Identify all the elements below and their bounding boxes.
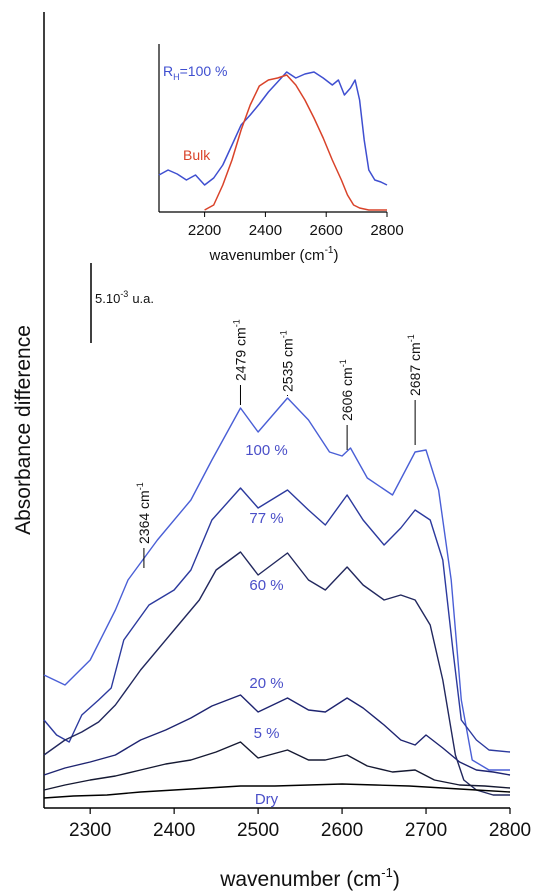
series-label: 60 %: [249, 577, 283, 594]
series-line: [43, 551, 510, 796]
x-axis-label-text: wavenumber (cm: [219, 868, 381, 891]
x-axis-label-tail: ): [393, 868, 400, 891]
series-line: [43, 741, 511, 791]
peak-label-text: 2535 cm: [279, 338, 295, 392]
peak-label-text: 2606 cm: [339, 367, 355, 421]
inset-series-line: [204, 74, 387, 211]
inset-x-axis-label-text: wavenumber (cm: [209, 247, 325, 264]
series-line: [43, 783, 511, 799]
x-tick-label: 2800: [489, 820, 531, 841]
x-tick-label: 2600: [321, 820, 363, 841]
series-label: 100 %: [245, 442, 288, 459]
peak-label-text: 2479 cm: [232, 327, 248, 381]
inset-background: [159, 44, 387, 212]
inset-series-lines: [158, 71, 388, 211]
x-axis-label-sup: -1: [381, 865, 393, 880]
y-axis-label: Absorbance difference: [12, 325, 35, 535]
inset-x-axis-label-sup: -1: [325, 245, 334, 256]
peak-label: 2687 cm-1: [406, 334, 423, 396]
inset-legend-rh-name: R: [163, 63, 173, 79]
peak-label-sup: -1: [278, 330, 288, 338]
series-line: [43, 397, 510, 771]
x-tick-label: 2700: [405, 820, 447, 841]
peak-label-sup: -1: [406, 334, 416, 342]
inset-x-tick-label: 2800: [370, 222, 403, 239]
peak-label: 2479 cm-1: [231, 319, 248, 381]
peak-label-text: 2364 cm: [136, 490, 152, 544]
scale-bar-label: 5.10-3 u.a.: [95, 289, 154, 306]
peak-label-text: 2687 cm: [407, 342, 423, 396]
inset-x-tick-label: 2200: [188, 222, 221, 239]
inset-x-axis-label-tail: ): [333, 247, 338, 264]
series-line: [43, 487, 511, 753]
series-label: 77 %: [249, 510, 283, 527]
inset-chart: 2200 2400 2600 2800 wavenumber (cm-1) RH=10…: [158, 44, 404, 264]
inset-x-tick-label: 2600: [310, 222, 343, 239]
inset-legend-rh: RH=100 %: [163, 63, 228, 82]
inset-x-axis-ticks: 2200 2400 2600 2800: [188, 212, 404, 239]
series-label: 20 %: [249, 675, 283, 692]
peak-label: 2606 cm-1: [338, 359, 355, 421]
x-tick-label: 2500: [237, 820, 279, 841]
series-labels: 100 % 77 % 60 % 20 % 5 % Dry: [245, 442, 288, 808]
x-tick-label: 2300: [69, 820, 111, 841]
scale-bar-unit: u.a.: [132, 291, 154, 306]
series-label: Dry: [255, 791, 279, 808]
x-tick-label: 2400: [153, 820, 195, 841]
peak-label: 2364 cm-1: [135, 482, 152, 544]
x-axis-ticks: 2300 2400 2500 2600 2700 2800: [69, 808, 531, 841]
scale-bar-value: 5.10: [95, 291, 120, 306]
inset-x-axis-label: wavenumber (cm-1): [209, 245, 339, 264]
peak-label-sup: -1: [338, 359, 348, 367]
scale-bar-sup: -3: [120, 289, 128, 299]
peak-label-sup: -1: [231, 319, 241, 327]
series-lines: [43, 397, 511, 799]
inset-legend-bulk: Bulk: [183, 147, 211, 163]
inset-legend-rh-sub: H: [173, 72, 180, 82]
x-axis-label: wavenumber (cm-1): [219, 865, 400, 891]
inset-series-line: [158, 71, 388, 186]
inset-x-tick-label: 2400: [249, 222, 282, 239]
inset-legend-rh-tail: =100 %: [180, 63, 228, 79]
series-label: 5 %: [254, 725, 280, 742]
peak-label-sup: -1: [135, 482, 145, 490]
peak-label: 2535 cm-1: [278, 330, 295, 392]
series-line: [43, 694, 511, 776]
